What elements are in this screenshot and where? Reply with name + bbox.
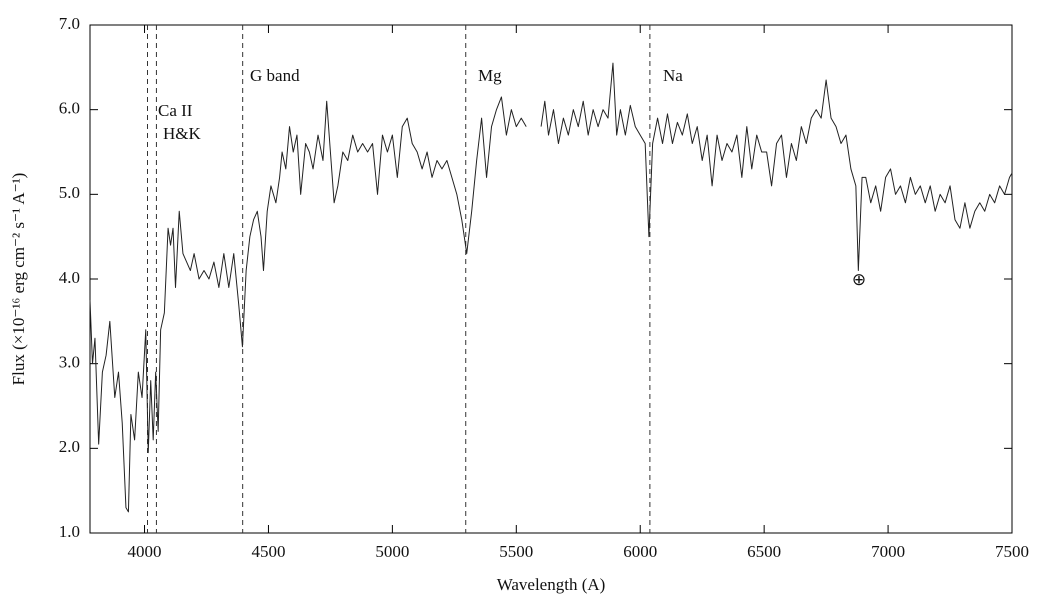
y-tick-label: 6.0 <box>59 99 80 118</box>
y-axis-label: Flux (×10⁻¹⁶ erg cm⁻² s⁻¹ A⁻¹) <box>9 173 28 386</box>
y-tick-label: 2.0 <box>59 437 80 456</box>
annotation: Ca II <box>158 101 193 120</box>
y-tick-label: 3.0 <box>59 353 80 372</box>
y-tick-label: 1.0 <box>59 522 80 541</box>
x-tick-label: 4000 <box>128 542 162 561</box>
x-tick-label: 5500 <box>499 542 533 561</box>
plot-frame <box>89 24 1013 534</box>
annotation: G band <box>250 66 300 85</box>
annotation: H&K <box>163 124 202 143</box>
x-tick-label: 7000 <box>871 542 905 561</box>
annotation: Na <box>663 66 683 85</box>
annotation: ⊕ <box>852 270 866 289</box>
spectrum-line <box>89 62 1013 513</box>
x-tick-label: 6500 <box>747 542 781 561</box>
annotation: Mg <box>478 66 502 85</box>
x-tick-label: 6000 <box>623 542 657 561</box>
x-axis-label: Wavelength (A) <box>497 575 606 594</box>
x-tick-label: 7500 <box>995 542 1029 561</box>
y-tick-label: 5.0 <box>59 183 80 202</box>
x-tick-label: 4500 <box>251 542 285 561</box>
y-tick-label: 4.0 <box>59 268 80 287</box>
x-tick-label: 5000 <box>375 542 409 561</box>
y-tick-label: 7.0 <box>59 14 80 33</box>
